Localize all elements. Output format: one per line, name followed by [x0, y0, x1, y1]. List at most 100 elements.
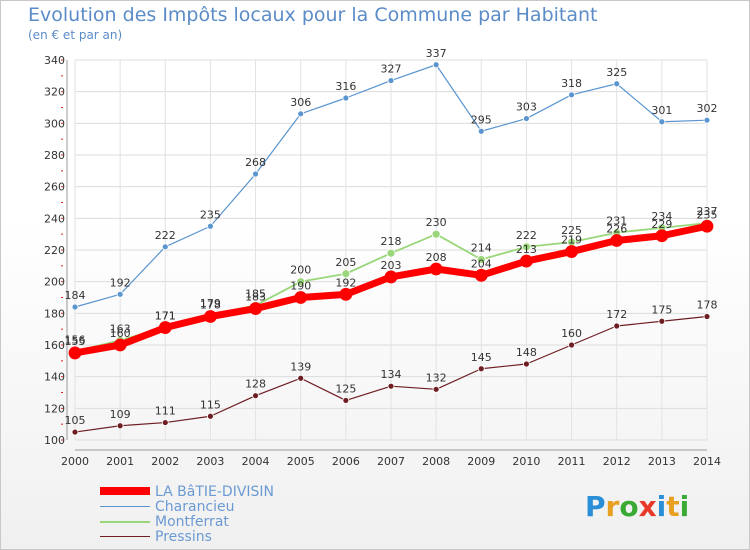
legend-swatch-batie: [100, 487, 150, 495]
data-label-charancieu: 184: [65, 289, 86, 302]
data-point-montferrat: [341, 269, 351, 279]
data-point-la-b-tie-divisin: [249, 302, 262, 315]
data-label-charancieu: 301: [651, 104, 672, 117]
data-label-montferrat: 163: [110, 322, 131, 335]
data-label-charancieu: 337: [426, 47, 447, 60]
data-point-charancieu: [342, 94, 350, 102]
data-label-pressins: 145: [471, 351, 492, 364]
data-point-la-b-tie-divisin: [655, 229, 669, 243]
x-tick-label: 2004: [242, 455, 270, 468]
y-tick-label: 260: [44, 181, 65, 194]
data-label-montferrat: 218: [381, 235, 402, 248]
data-point-pressins: [116, 422, 124, 430]
data-point-montferrat: [386, 248, 396, 258]
data-label-montferrat: 214: [471, 242, 492, 255]
data-point-pressins: [342, 397, 350, 404]
x-tick-label: 2005: [287, 455, 315, 468]
data-point-charancieu: [297, 110, 305, 118]
y-tick-label: 100: [44, 434, 65, 447]
data-label-la-b-tie-divisin: 192: [335, 276, 356, 289]
data-point-pressins: [207, 412, 214, 420]
y-tick-label: 160: [44, 339, 65, 352]
data-label-la-b-tie-divisin: 190: [290, 280, 311, 293]
data-point-charancieu: [71, 303, 79, 311]
y-tick-label: 120: [44, 402, 65, 415]
data-point-la-b-tie-divisin: [610, 234, 624, 247]
data-point-la-b-tie-divisin: [113, 338, 127, 352]
data-label-pressins: 132: [426, 371, 447, 384]
y-tick-label: 320: [44, 86, 65, 99]
data-point-la-b-tie-divisin: [204, 310, 217, 323]
data-label-pressins: 128: [245, 378, 266, 391]
data-point-la-b-tie-divisin: [429, 262, 443, 276]
data-point-charancieu: [568, 91, 575, 99]
data-label-la-b-tie-divisin: 213: [516, 243, 537, 256]
x-tick-label: 2013: [648, 455, 676, 468]
legend-swatch-montferrat: [100, 521, 150, 523]
data-label-pressins: 178: [697, 299, 718, 312]
data-point-la-b-tie-divisin: [565, 245, 578, 258]
data-label-la-b-tie-divisin: 219: [561, 234, 582, 247]
data-label-pressins: 109: [110, 408, 131, 421]
x-tick-label: 2009: [467, 455, 495, 468]
data-point-montferrat: [296, 277, 306, 287]
data-label-charancieu: 318: [561, 77, 582, 90]
data-point-pressins: [71, 428, 79, 436]
data-label-la-b-tie-divisin: 171: [155, 310, 176, 323]
data-point-la-b-tie-divisin: [700, 219, 714, 233]
data-point-charancieu: [658, 118, 666, 126]
data-point-pressins: [568, 341, 575, 349]
x-tick-label: 2000: [61, 455, 89, 468]
x-tick-label: 2012: [603, 455, 631, 468]
data-point-pressins: [387, 382, 395, 390]
x-tick-label: 2014: [693, 455, 721, 468]
data-label-montferrat: 185: [245, 287, 266, 300]
data-point-charancieu: [703, 116, 711, 124]
data-label-montferrat: 171: [155, 310, 176, 323]
data-point-pressins: [477, 365, 485, 373]
data-label-la-b-tie-divisin: 229: [651, 218, 672, 231]
data-point-montferrat: [522, 242, 531, 252]
data-point-pressins: [432, 385, 440, 393]
data-label-la-b-tie-divisin: 208: [426, 251, 447, 264]
data-point-montferrat: [431, 229, 441, 239]
data-label-la-b-tie-divisin: 178: [200, 299, 221, 312]
data-label-montferrat: 237: [697, 205, 718, 218]
data-label-charancieu: 302: [697, 102, 718, 115]
y-tick-label: 220: [44, 244, 65, 257]
x-tick-label: 2003: [196, 455, 224, 468]
x-tick-label: 2011: [558, 455, 586, 468]
data-point-pressins: [523, 360, 530, 368]
y-tick-label: 340: [44, 54, 65, 67]
data-label-pressins: 148: [516, 346, 537, 359]
y-tick-label: 300: [44, 117, 65, 130]
legend-label-pressins: Pressins: [155, 529, 212, 545]
data-label-pressins: 172: [606, 308, 627, 321]
data-label-montferrat: 225: [561, 224, 582, 237]
data-point-pressins: [703, 313, 711, 320]
data-label-pressins: 115: [200, 398, 221, 411]
data-label-charancieu: 306: [290, 96, 311, 109]
data-point-pressins: [161, 419, 169, 426]
data-point-la-b-tie-divisin: [384, 270, 398, 284]
data-label-charancieu: 316: [335, 80, 356, 93]
x-tick-label: 2008: [422, 455, 450, 468]
data-point-pressins: [252, 392, 259, 400]
data-point-charancieu: [387, 77, 395, 84]
y-tick-label: 180: [44, 307, 65, 320]
data-point-charancieu: [432, 61, 440, 69]
data-label-pressins: 111: [155, 405, 176, 418]
data-point-charancieu: [477, 127, 485, 135]
data-point-charancieu: [207, 222, 214, 230]
y-tick-label: 140: [44, 371, 65, 384]
data-label-charancieu: 268: [245, 156, 266, 169]
data-point-pressins: [613, 322, 621, 330]
data-label-charancieu: 235: [200, 208, 221, 221]
data-label-charancieu: 295: [471, 113, 492, 126]
data-label-montferrat: 222: [516, 229, 537, 242]
chart-title: Evolution des Impôts locaux pour la Comm…: [28, 4, 598, 26]
chart-subtitle: (en € et par an): [28, 28, 123, 42]
x-tick-label: 2006: [332, 455, 360, 468]
data-point-charancieu: [161, 243, 169, 251]
